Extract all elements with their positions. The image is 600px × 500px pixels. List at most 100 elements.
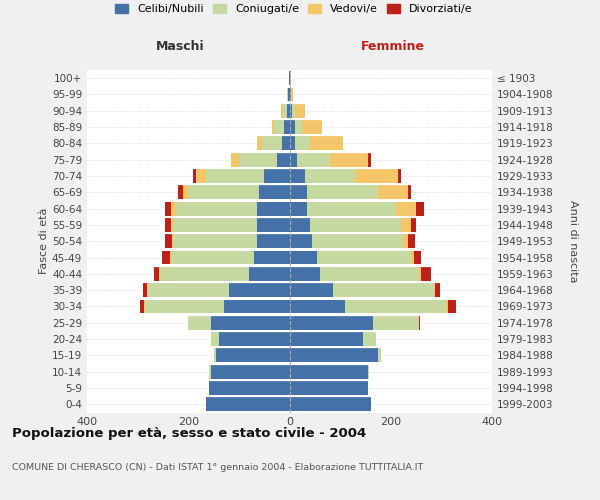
Bar	[162, 250, 170, 264]
Bar	[231, 153, 239, 166]
Bar	[196, 169, 206, 183]
Bar	[332, 283, 434, 297]
Bar	[166, 234, 172, 248]
Bar	[378, 186, 409, 200]
Bar	[281, 104, 283, 118]
Bar	[290, 332, 363, 346]
Bar	[290, 316, 373, 330]
Bar	[183, 186, 188, 200]
Bar	[355, 169, 398, 183]
Bar	[290, 136, 295, 150]
Bar	[178, 186, 183, 200]
Bar	[290, 153, 297, 166]
Bar	[272, 120, 274, 134]
Bar	[257, 202, 290, 215]
Bar	[368, 365, 370, 378]
Bar	[290, 283, 332, 297]
Bar	[398, 169, 401, 183]
Text: Maschi: Maschi	[155, 40, 205, 52]
Bar	[262, 136, 282, 150]
Bar	[290, 365, 368, 378]
Bar	[290, 234, 312, 248]
Bar	[310, 218, 401, 232]
Bar	[290, 169, 305, 183]
Text: Femmine: Femmine	[361, 40, 425, 52]
Bar	[257, 218, 290, 232]
Bar	[274, 120, 284, 134]
Bar	[292, 104, 295, 118]
Bar	[172, 234, 173, 248]
Bar	[209, 381, 290, 395]
Bar	[307, 186, 378, 200]
Bar	[295, 120, 302, 134]
Bar	[290, 267, 320, 281]
Bar	[284, 120, 290, 134]
Bar	[290, 348, 378, 362]
Bar	[290, 71, 291, 85]
Bar	[290, 88, 293, 102]
Bar	[290, 186, 307, 200]
Bar	[188, 316, 211, 330]
Bar	[396, 202, 416, 215]
Bar	[290, 120, 295, 134]
Bar	[409, 186, 411, 200]
Bar	[320, 267, 419, 281]
Bar	[277, 153, 290, 166]
Bar	[145, 300, 224, 314]
Bar	[283, 104, 287, 118]
Bar	[290, 104, 292, 118]
Bar	[416, 202, 424, 215]
Bar	[305, 169, 355, 183]
Bar	[160, 267, 249, 281]
Bar	[289, 88, 290, 102]
Bar	[290, 250, 317, 264]
Bar	[421, 267, 431, 281]
Bar	[229, 283, 290, 297]
Bar	[166, 202, 170, 215]
Bar	[290, 398, 371, 411]
Bar	[295, 136, 310, 150]
Bar	[287, 104, 290, 118]
Bar	[154, 267, 160, 281]
Bar	[173, 234, 257, 248]
Y-axis label: Anni di nascita: Anni di nascita	[568, 200, 578, 282]
Bar	[206, 169, 264, 183]
Bar	[143, 283, 147, 297]
Bar	[307, 202, 396, 215]
Bar	[211, 316, 290, 330]
Bar	[170, 202, 176, 215]
Bar	[257, 136, 262, 150]
Bar	[218, 332, 290, 346]
Bar	[373, 316, 419, 330]
Bar	[411, 218, 416, 232]
Bar	[401, 218, 411, 232]
Bar	[290, 202, 307, 215]
Bar	[206, 398, 290, 411]
Text: Popolazione per età, sesso e stato civile - 2004: Popolazione per età, sesso e stato civil…	[12, 428, 366, 440]
Text: COMUNE DI CHERASCO (CN) - Dati ISTAT 1° gennaio 2004 - Elaborazione TUTTITALIA.I: COMUNE DI CHERASCO (CN) - Dati ISTAT 1° …	[12, 462, 423, 471]
Bar	[419, 316, 420, 330]
Bar	[297, 153, 330, 166]
Bar	[302, 120, 322, 134]
Bar	[310, 136, 343, 150]
Bar	[282, 136, 290, 150]
Bar	[312, 234, 403, 248]
Bar	[290, 218, 310, 232]
Legend: Celibi/Nubili, Coniugati/e, Vedovi/e, Divorziati/e: Celibi/Nubili, Coniugati/e, Vedovi/e, Di…	[112, 0, 476, 18]
Bar	[290, 300, 345, 314]
Bar	[436, 283, 440, 297]
Bar	[211, 332, 218, 346]
Bar	[257, 234, 290, 248]
Bar	[409, 234, 415, 248]
Bar	[259, 186, 290, 200]
Bar	[403, 234, 409, 248]
Bar	[173, 218, 257, 232]
Bar	[434, 283, 436, 297]
Bar	[446, 300, 448, 314]
Bar	[147, 283, 148, 297]
Bar	[193, 169, 196, 183]
Bar	[295, 104, 305, 118]
Bar	[170, 250, 254, 264]
Bar	[140, 300, 144, 314]
Bar	[413, 250, 421, 264]
